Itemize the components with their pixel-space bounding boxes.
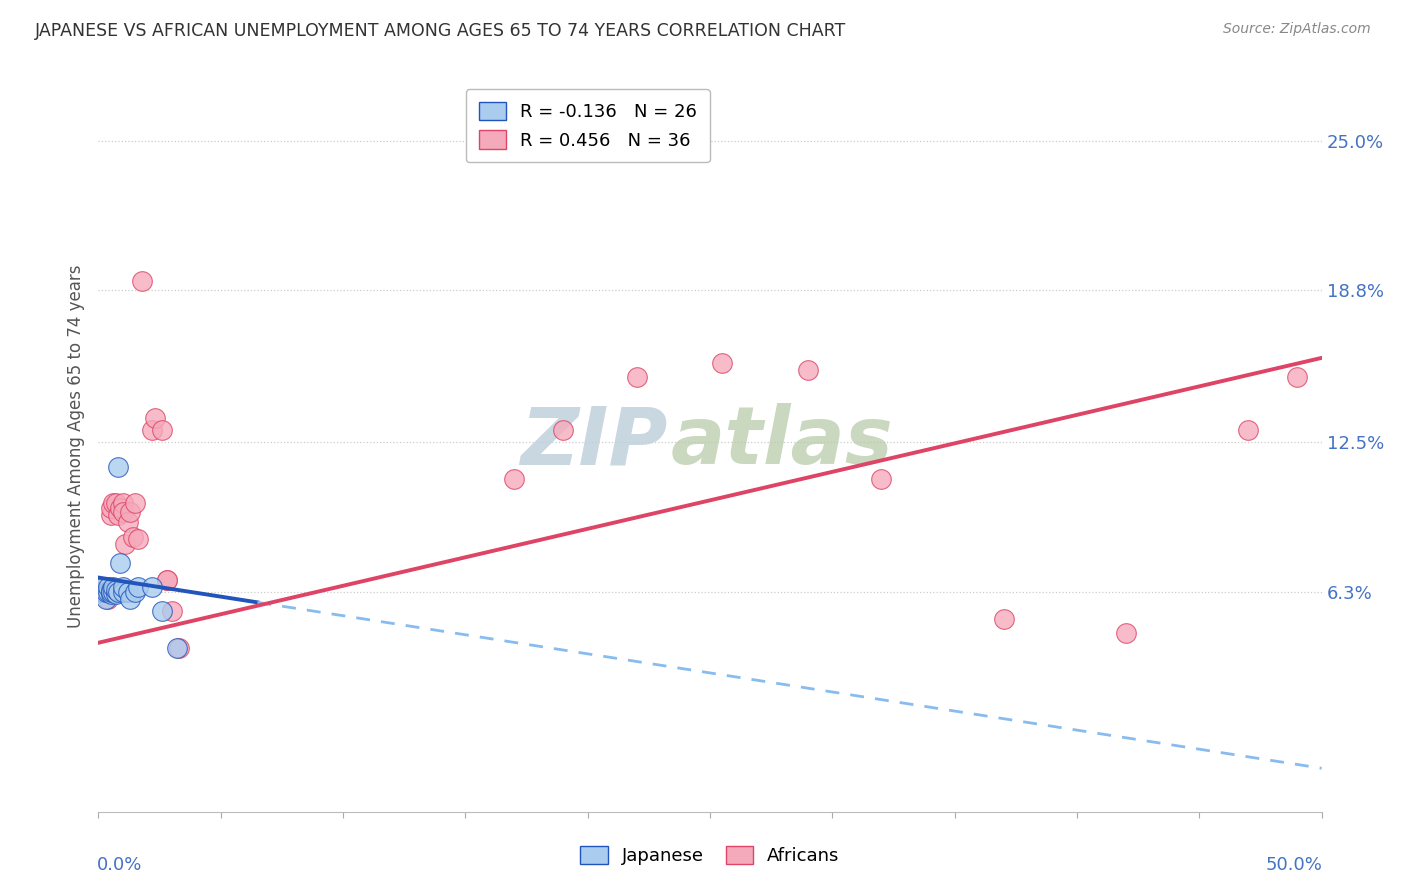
Point bbox=[107, 508, 129, 522]
Text: atlas: atlas bbox=[671, 403, 894, 482]
Point bbox=[503, 472, 526, 486]
Point bbox=[104, 587, 127, 601]
Point bbox=[1286, 370, 1309, 384]
Point bbox=[94, 585, 117, 599]
Point bbox=[104, 582, 127, 597]
Point bbox=[127, 580, 149, 594]
Point bbox=[150, 423, 173, 437]
Point bbox=[90, 585, 112, 599]
Point bbox=[100, 500, 122, 515]
Point bbox=[156, 573, 179, 587]
Point bbox=[124, 496, 146, 510]
Point bbox=[111, 505, 134, 519]
Point bbox=[91, 580, 114, 594]
Point bbox=[1237, 423, 1260, 437]
Point bbox=[121, 529, 143, 543]
Point bbox=[120, 592, 142, 607]
Point bbox=[870, 472, 893, 486]
Point bbox=[97, 580, 120, 594]
Text: 0.0%: 0.0% bbox=[97, 855, 142, 873]
Point bbox=[97, 592, 120, 607]
Point bbox=[100, 587, 122, 601]
Point bbox=[101, 585, 124, 599]
Y-axis label: Unemployment Among Ages 65 to 74 years: Unemployment Among Ages 65 to 74 years bbox=[66, 264, 84, 628]
Point bbox=[110, 500, 132, 515]
Point bbox=[111, 580, 134, 594]
Point bbox=[626, 370, 648, 384]
Point bbox=[553, 423, 575, 437]
Point bbox=[117, 585, 139, 599]
Point bbox=[124, 585, 146, 599]
Point bbox=[141, 580, 163, 594]
Point bbox=[94, 585, 117, 599]
Point bbox=[150, 604, 173, 618]
Point bbox=[100, 585, 122, 599]
Text: ZIP: ZIP bbox=[520, 403, 668, 482]
Point bbox=[160, 604, 183, 618]
Text: 50.0%: 50.0% bbox=[1265, 855, 1323, 873]
Point bbox=[91, 585, 114, 599]
Point bbox=[167, 640, 190, 655]
Point bbox=[143, 411, 166, 425]
Point bbox=[111, 585, 134, 599]
Point bbox=[166, 640, 188, 655]
Point bbox=[101, 580, 124, 594]
Point bbox=[127, 532, 149, 546]
Point bbox=[117, 515, 139, 529]
Point bbox=[100, 508, 122, 522]
Point bbox=[107, 459, 129, 474]
Point bbox=[101, 496, 124, 510]
Point bbox=[114, 537, 136, 551]
Point bbox=[110, 556, 132, 570]
Point bbox=[97, 585, 120, 599]
Point bbox=[993, 611, 1015, 625]
Point bbox=[107, 585, 129, 599]
Point bbox=[100, 582, 122, 597]
Point bbox=[141, 423, 163, 437]
Point bbox=[104, 496, 127, 510]
Legend: Japanese, Africans: Japanese, Africans bbox=[574, 838, 846, 872]
Text: JAPANESE VS AFRICAN UNEMPLOYMENT AMONG AGES 65 TO 74 YEARS CORRELATION CHART: JAPANESE VS AFRICAN UNEMPLOYMENT AMONG A… bbox=[35, 22, 846, 40]
Point bbox=[711, 356, 734, 370]
Point bbox=[1115, 626, 1137, 640]
Point bbox=[131, 274, 153, 288]
Text: Source: ZipAtlas.com: Source: ZipAtlas.com bbox=[1223, 22, 1371, 37]
Point bbox=[94, 592, 117, 607]
Point bbox=[797, 363, 820, 377]
Point bbox=[111, 496, 134, 510]
Point bbox=[91, 585, 114, 599]
Point bbox=[156, 573, 179, 587]
Point bbox=[90, 580, 112, 594]
Point bbox=[120, 505, 142, 519]
